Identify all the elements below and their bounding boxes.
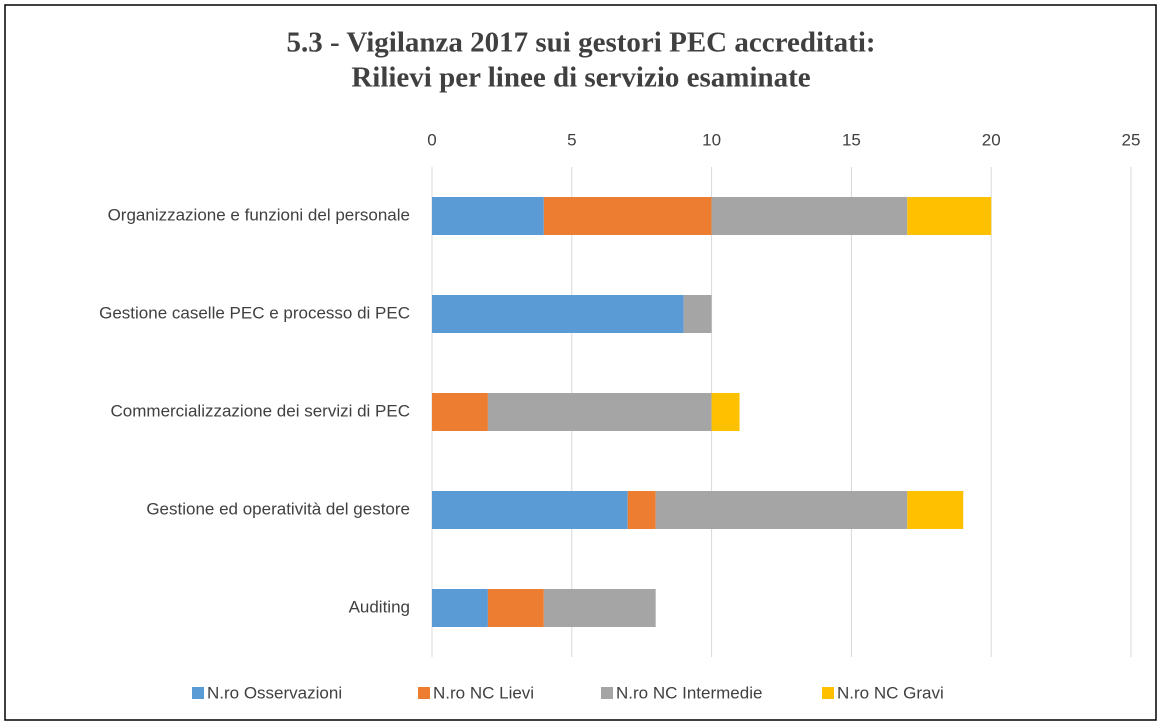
bar-segment xyxy=(655,491,908,529)
legend-label: N.ro Osservazioni xyxy=(207,683,342,702)
bar-segment xyxy=(432,589,488,627)
bar-segment xyxy=(711,393,740,431)
bar-segment xyxy=(543,589,656,627)
bar-segment xyxy=(487,393,712,431)
bar-segment xyxy=(432,197,544,235)
bar-segment xyxy=(711,197,908,235)
bar-segment xyxy=(683,295,712,333)
x-tick-label: 25 xyxy=(1122,130,1141,149)
bar-segment xyxy=(432,491,628,529)
x-tick-label: 5 xyxy=(567,130,576,149)
legend-swatch xyxy=(601,687,613,699)
legend-label: N.ro NC Gravi xyxy=(837,683,944,702)
legend-swatch xyxy=(418,687,430,699)
x-tick-label: 20 xyxy=(982,130,1001,149)
legend-label: N.ro NC Lievi xyxy=(433,683,534,702)
bar-segment xyxy=(627,491,656,529)
bar-segment xyxy=(432,393,488,431)
y-tick-label: Commercializzazione dei servizi di PEC xyxy=(111,401,410,420)
y-tick-label: Organizzazione e funzioni del personale xyxy=(108,205,410,224)
bar-segment xyxy=(432,295,684,333)
legend-label: N.ro NC Intermedie xyxy=(616,683,762,702)
bar-segment xyxy=(907,491,964,529)
chart-title: Rilievi per linee di servizio esaminate xyxy=(351,62,810,94)
x-tick-label: 10 xyxy=(702,130,721,149)
bar-segment xyxy=(487,589,544,627)
legend-swatch xyxy=(192,687,204,699)
x-tick-label: 0 xyxy=(427,130,436,149)
legend-swatch xyxy=(822,687,834,699)
y-tick-label: Auditing xyxy=(349,597,410,616)
bar-segment xyxy=(543,197,712,235)
y-tick-label: Gestione ed operatività del gestore xyxy=(146,499,410,518)
y-tick-label: Gestione caselle PEC e processo di PEC xyxy=(99,303,410,322)
bar-segment xyxy=(907,197,992,235)
x-tick-label: 15 xyxy=(842,130,861,149)
chart-title: 5.3 - Vigilanza 2017 sui gestori PEC acc… xyxy=(286,27,875,59)
